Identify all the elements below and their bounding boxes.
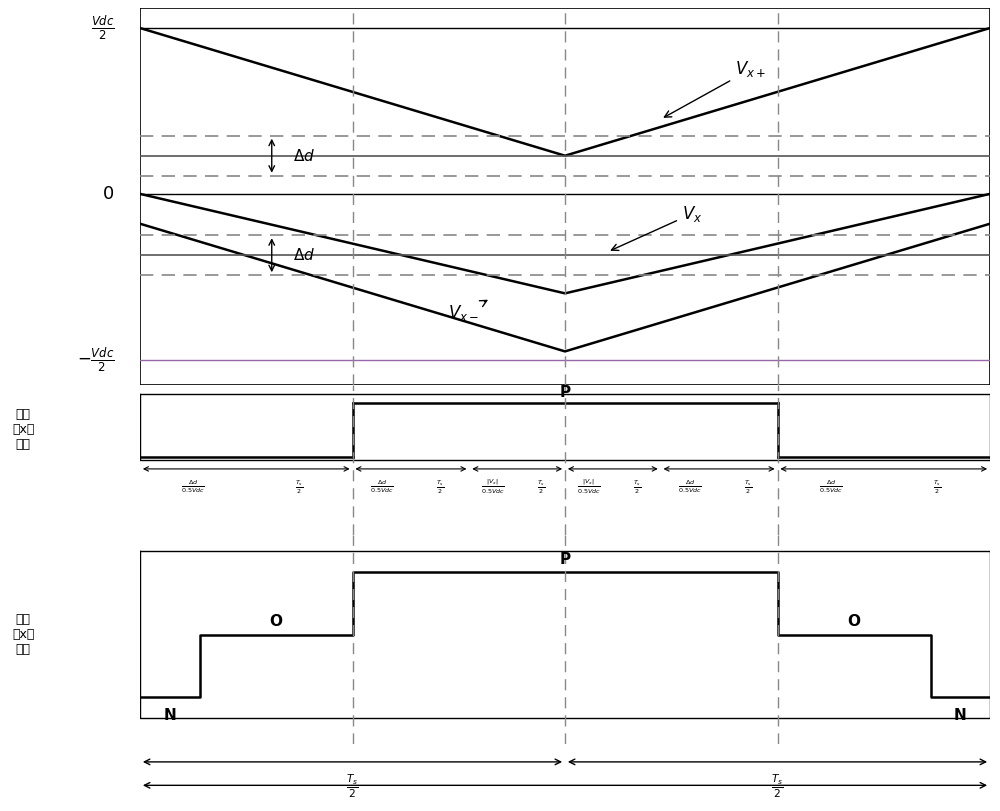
Text: $\frac{T_s}{2}$: $\frac{T_s}{2}$ (537, 478, 545, 496)
Text: P: P (559, 551, 571, 567)
Text: N: N (163, 708, 176, 723)
Text: $\frac{T_s}{2}$: $\frac{T_s}{2}$ (933, 478, 941, 496)
Text: P: P (559, 384, 571, 400)
Text: O: O (848, 614, 861, 629)
Text: $\frac{T_s}{2}$: $\frac{T_s}{2}$ (295, 478, 304, 496)
Text: $\frac{T_s}{2}$: $\frac{T_s}{2}$ (633, 478, 641, 496)
Text: $\frac{\Delta d}{0.5Vdc}$: $\frac{\Delta d}{0.5Vdc}$ (370, 478, 394, 495)
Text: $\frac{T_s}{2}$: $\frac{T_s}{2}$ (346, 772, 359, 800)
Text: $\frac{\Delta d}{0.5Vdc}$: $\frac{\Delta d}{0.5Vdc}$ (181, 478, 205, 495)
Text: $\Delta d$: $\Delta d$ (293, 148, 315, 164)
Text: $\frac{T_s}{2}$: $\frac{T_s}{2}$ (436, 478, 444, 496)
Text: O: O (270, 614, 283, 629)
Text: $\frac{T_s}{2}$: $\frac{T_s}{2}$ (744, 478, 752, 496)
Text: $\frac{\Delta d}{0.5Vdc}$: $\frac{\Delta d}{0.5Vdc}$ (678, 478, 702, 495)
Text: $-\frac{Vdc}{2}$: $-\frac{Vdc}{2}$ (77, 345, 114, 374)
Text: 分解
前x相
脉冲: 分解 前x相 脉冲 (12, 408, 34, 451)
Text: $\frac{|V_x|}{0.5Vdc}$: $\frac{|V_x|}{0.5Vdc}$ (577, 478, 601, 496)
Text: $\frac{\Delta d}{0.5Vdc}$: $\frac{\Delta d}{0.5Vdc}$ (819, 478, 843, 495)
Text: N: N (954, 708, 967, 723)
Text: $\Delta d$: $\Delta d$ (293, 247, 315, 264)
Text: $\frac{|V_x|}{0.5Vdc}$: $\frac{|V_x|}{0.5Vdc}$ (481, 478, 505, 496)
Text: $\frac{T_s}{2}$: $\frac{T_s}{2}$ (771, 772, 784, 800)
Text: $V_{x-}$: $V_{x-}$ (448, 300, 487, 324)
Text: 分解
后x相
脉冲: 分解 后x相 脉冲 (12, 613, 34, 656)
Text: $V_{x+}$: $V_{x+}$ (664, 59, 766, 117)
Text: $V_x$: $V_x$ (611, 204, 702, 251)
Text: $\frac{Vdc}{2}$: $\frac{Vdc}{2}$ (91, 14, 114, 42)
Text: $0$: $0$ (102, 185, 114, 203)
